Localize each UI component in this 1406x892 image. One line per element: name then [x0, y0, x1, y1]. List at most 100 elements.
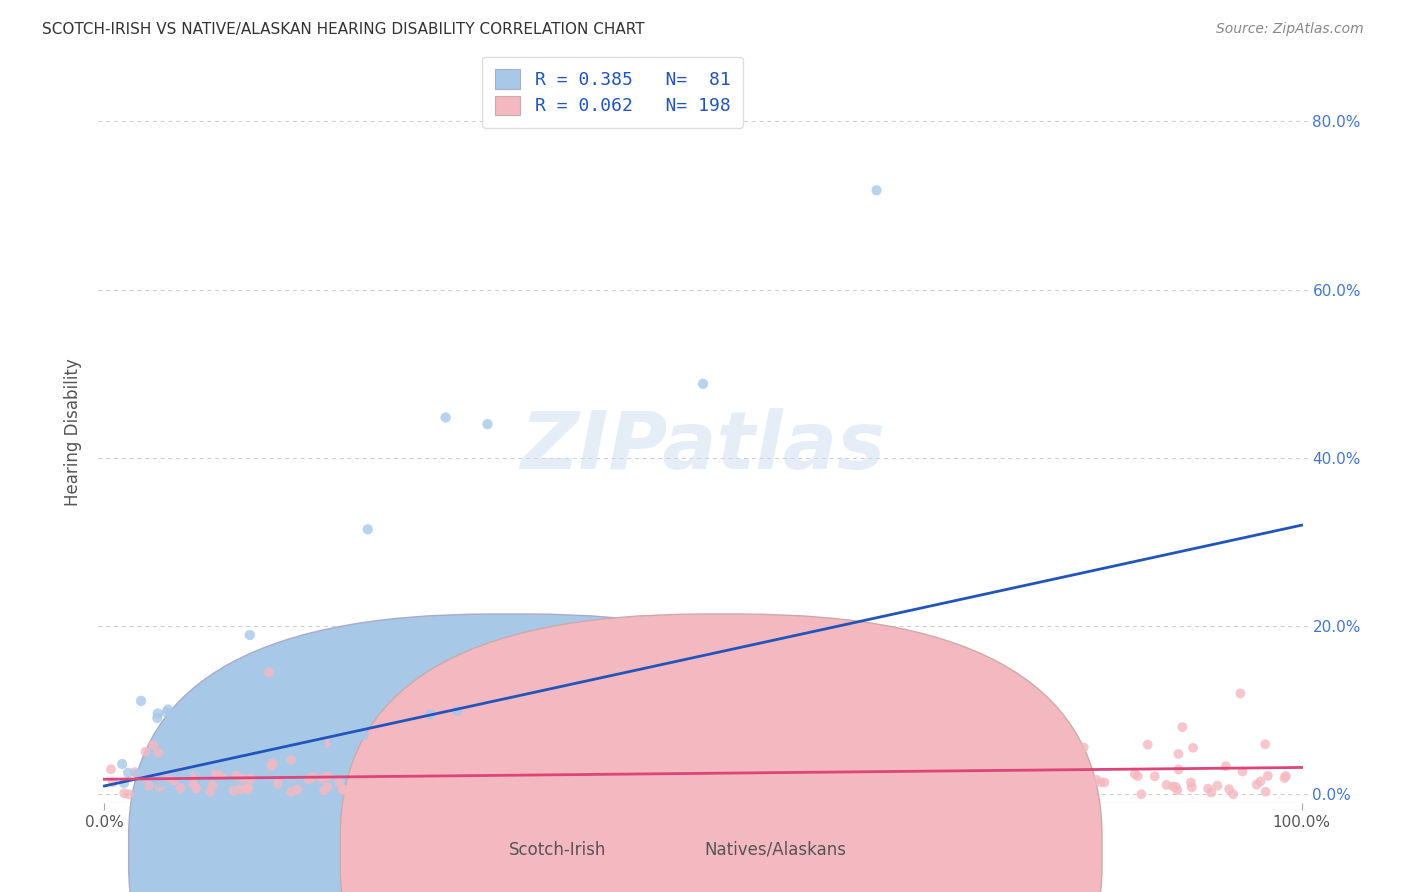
FancyBboxPatch shape	[129, 614, 890, 892]
Point	[226, 757, 249, 772]
Point	[155, 772, 177, 786]
Point	[267, 777, 290, 791]
Point	[714, 787, 737, 801]
Point	[482, 769, 505, 783]
Point	[325, 731, 347, 746]
Point	[167, 769, 190, 783]
Point	[1094, 775, 1116, 789]
Point	[1136, 738, 1159, 752]
Point	[1171, 720, 1194, 734]
Point	[1222, 787, 1244, 801]
Point	[367, 776, 389, 790]
Point	[221, 731, 243, 746]
Point	[214, 692, 236, 706]
Point	[287, 782, 309, 797]
Point	[382, 785, 405, 799]
Point	[297, 772, 319, 787]
Point	[851, 780, 873, 794]
Point	[252, 718, 274, 732]
Point	[149, 775, 172, 789]
Point	[359, 783, 381, 797]
Point	[458, 784, 481, 798]
Point	[202, 736, 225, 750]
Point	[353, 683, 375, 698]
Point	[522, 763, 544, 777]
Point	[404, 750, 426, 764]
Point	[692, 376, 714, 391]
Point	[280, 753, 302, 767]
Point	[245, 740, 267, 755]
Point	[347, 770, 370, 784]
Point	[1123, 767, 1146, 781]
Point	[308, 736, 330, 750]
Point	[1232, 764, 1254, 779]
Point	[716, 747, 738, 762]
Point	[529, 758, 551, 772]
Text: Scotch-Irish: Scotch-Irish	[509, 840, 606, 859]
Point	[457, 768, 479, 782]
Point	[709, 783, 731, 797]
Point	[898, 786, 921, 800]
Point	[499, 780, 522, 795]
Point	[477, 417, 499, 432]
Point	[558, 774, 581, 789]
Point	[1062, 777, 1084, 791]
Point	[197, 748, 219, 763]
Point	[1254, 785, 1277, 799]
Point	[1197, 781, 1219, 796]
Point	[218, 730, 240, 744]
Point	[1018, 780, 1040, 795]
Point	[557, 781, 579, 796]
Point	[738, 784, 761, 798]
Point	[605, 776, 627, 790]
Point	[921, 786, 943, 800]
Point	[267, 750, 290, 764]
Point	[800, 752, 823, 766]
Point	[541, 755, 564, 769]
Point	[146, 706, 169, 721]
Point	[205, 766, 228, 780]
Y-axis label: Hearing Disability: Hearing Disability	[65, 359, 83, 507]
Point	[276, 724, 298, 739]
Point	[283, 711, 305, 725]
Point	[482, 786, 505, 800]
Point	[316, 780, 339, 794]
Point	[183, 769, 205, 783]
Point	[429, 785, 451, 799]
Point	[948, 773, 970, 788]
Point	[883, 756, 905, 770]
Point	[208, 708, 231, 723]
Point	[181, 777, 204, 791]
Point	[1215, 759, 1237, 773]
Point	[257, 665, 280, 680]
Point	[149, 780, 172, 794]
Point	[1201, 785, 1223, 799]
Point	[866, 786, 889, 800]
Point	[1060, 786, 1083, 800]
Point	[1229, 686, 1251, 700]
Point	[658, 775, 681, 789]
Point	[129, 777, 152, 791]
Point	[232, 772, 254, 786]
Text: ZIPatlas: ZIPatlas	[520, 409, 886, 486]
Point	[229, 782, 252, 797]
Point	[904, 784, 927, 798]
Point	[111, 756, 134, 771]
Point	[810, 648, 832, 663]
Point	[1206, 779, 1229, 793]
Point	[640, 786, 662, 800]
Point	[441, 766, 464, 780]
Point	[218, 697, 240, 711]
Point	[312, 783, 335, 797]
Point	[176, 760, 198, 774]
Point	[474, 775, 496, 789]
Point	[124, 765, 146, 780]
Point	[803, 732, 825, 747]
Point	[718, 785, 741, 799]
Point	[188, 764, 211, 779]
Point	[679, 758, 702, 772]
Point	[226, 757, 249, 772]
Point	[967, 774, 990, 789]
Point	[243, 743, 266, 757]
Point	[201, 778, 224, 792]
